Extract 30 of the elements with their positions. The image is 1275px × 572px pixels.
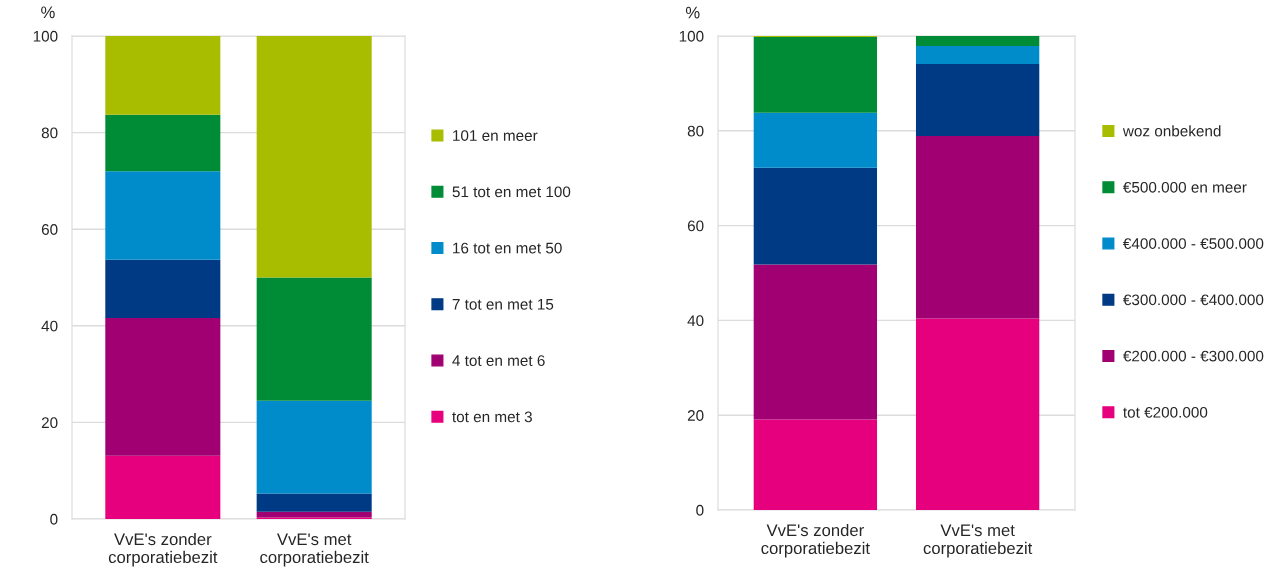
legend-label: 51 tot en met 100 [452,186,571,198]
legend-label: tot €200.000 [1123,406,1208,418]
y-axis-title: % [41,6,55,19]
x-tick-label: VvE's zonder corporatiebezit [761,523,870,558]
y-tick-label: 0 [50,513,58,525]
y-tick-label: 60 [687,220,704,232]
legend-label: €400.000 - €500.000 [1123,238,1264,249]
legend-label: 4 tot en met 6 [452,355,545,366]
y-tick-label: 60 [41,224,58,235]
legend-label: tot en met 3 [452,411,532,423]
legend-label: 16 tot en met 50 [453,242,562,254]
x-tick-label: VvE's met corporatiebezit [260,533,369,567]
legend-label: 101 en meer [453,130,538,141]
y-tick-label: 0 [696,504,704,516]
y-tick-label: 40 [41,320,58,332]
x-tick-label: VvE's zonder corporatiebezit [108,532,218,567]
legend-label: €500.000 en meer [1123,181,1247,193]
legend-label: woz onbekend [1122,125,1221,137]
y-tick-label: 80 [41,127,58,139]
y-tick-label: 100 [33,30,58,42]
y-tick-label: 20 [41,417,58,429]
x-tick-label: VvE's met corporatiebezit [923,524,1033,558]
y-tick-label: 100 [679,30,704,42]
legend-label: €200.000 - €300.000 [1123,350,1264,362]
legend-label: €300.000 - €400.000 [1123,294,1264,306]
y-tick-label: 80 [687,125,704,137]
y-tick-label: 20 [687,410,704,421]
y-axis-title: % [685,6,700,19]
y-tick-label: 40 [687,315,704,327]
legend-label: 7 tot en met 15 [452,299,554,310]
